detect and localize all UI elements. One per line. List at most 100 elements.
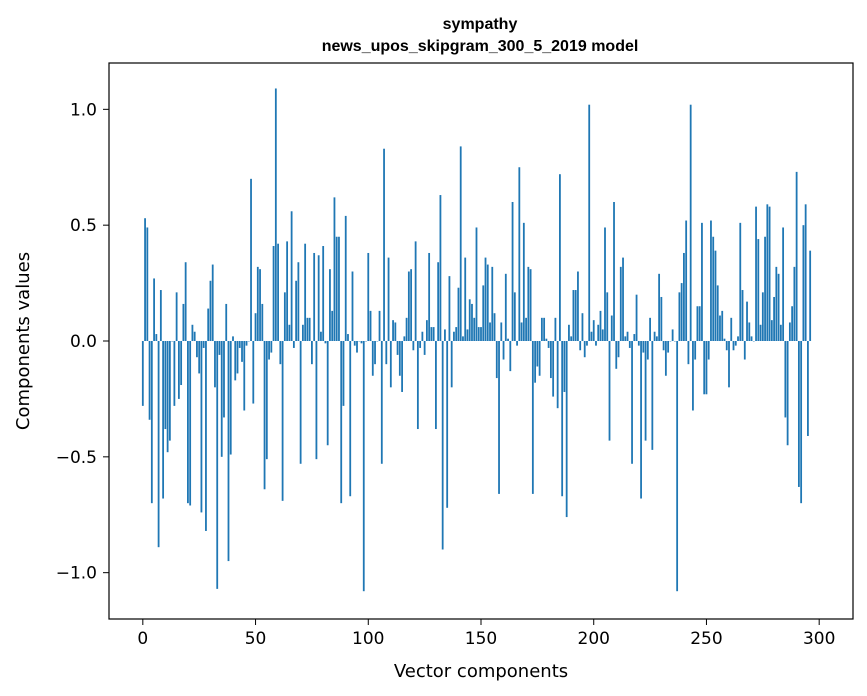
bar [448,276,451,341]
bar [245,341,248,346]
bar [768,206,771,341]
bar [421,331,424,341]
plot-area-frame [108,62,854,620]
bar [723,338,726,341]
bar [615,341,618,369]
x-tick-label: 300 [803,629,835,649]
bar [540,317,543,341]
bar [259,269,261,341]
bar [234,341,237,381]
bar [554,317,557,341]
bar [484,257,487,341]
bar [678,292,681,341]
bar [802,225,805,341]
bar [378,310,381,341]
bar [687,341,690,365]
bar [416,341,419,430]
bar [701,222,703,341]
bar [353,341,356,346]
bar [653,331,656,341]
bar [725,341,728,351]
bar [606,292,609,341]
bar [610,315,613,341]
bar [410,269,413,341]
bar [286,241,289,341]
bar [187,341,189,504]
bar [522,222,525,341]
bar [263,341,266,490]
x-tick-label: 250 [690,629,722,649]
bar [349,341,352,497]
bar [225,303,228,341]
bar [444,329,446,341]
bar [525,317,527,341]
bar [543,317,546,341]
bar [270,341,273,353]
bar [146,227,149,341]
bar [536,341,539,367]
bar [513,292,516,341]
bar [272,246,275,341]
bar [750,336,753,341]
x-tick-label: 150 [465,629,497,649]
bar [223,341,225,418]
bar [683,252,685,341]
bar [561,341,564,497]
bar [450,341,453,388]
bar [667,341,670,353]
bar [712,236,715,341]
bar [804,204,807,341]
bar [714,250,717,341]
bar [164,341,167,430]
bar [601,329,604,341]
bar [196,341,198,358]
bar [565,341,568,518]
bar [414,241,417,341]
bar [338,236,340,341]
axis-ticks: 0 50 100 150 200 250 300 −1.0 −0.5 0.0 0.5 1.0 [56,100,836,649]
y-axis-label: Components values [13,252,34,430]
bar [477,327,480,341]
bar [685,220,688,341]
bar [430,327,433,341]
bar [252,341,255,404]
bar [265,341,268,460]
chart-title: sympathy [443,16,518,33]
bar [407,271,410,341]
bar [671,329,674,341]
bar [786,341,789,446]
x-tick-label: 0 [137,629,148,649]
bar-series [141,88,812,592]
bar [739,222,742,341]
bar [795,171,798,341]
bar [432,327,435,341]
bar [367,252,370,341]
bar [392,320,394,341]
bar [405,317,408,341]
bar [646,341,649,360]
bar [527,266,530,341]
bar [216,341,219,589]
bar [374,341,376,365]
bar [290,211,293,341]
bar [680,283,683,341]
bar [453,331,455,341]
bar [755,206,757,341]
bar [423,341,426,355]
bar [306,317,309,341]
bar [622,257,624,341]
bar [509,341,512,372]
bar [556,341,559,409]
bar [184,262,187,341]
bar [207,308,210,341]
bar [277,243,279,341]
bar [737,336,739,341]
bar [664,341,667,376]
bar [254,313,257,341]
bar [624,336,627,341]
bar [642,341,645,353]
bar [547,341,550,348]
bar [800,341,803,504]
bar [572,290,575,341]
y-tick-label: −1.0 [56,564,97,584]
